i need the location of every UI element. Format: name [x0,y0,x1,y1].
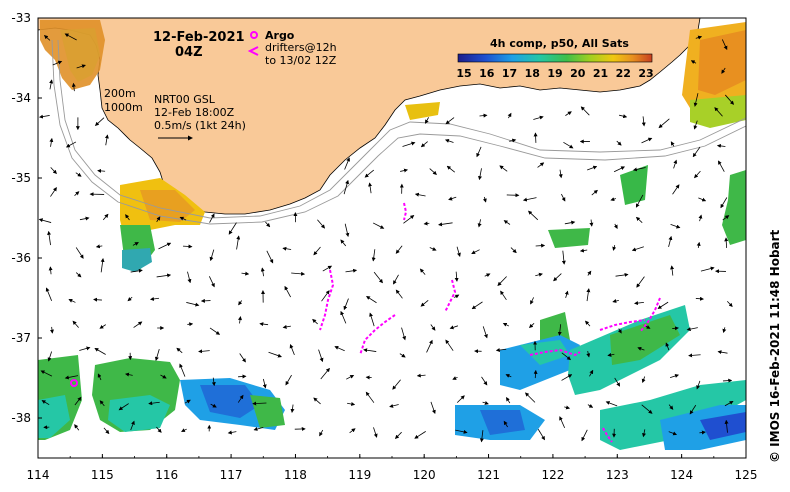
x-tick-label: 116 [155,468,178,482]
x-tick-label: 124 [670,468,693,482]
altimetry-time: 12-Feb 18:00Z [154,106,235,119]
x-tick-label: 118 [284,468,307,482]
colorbar-tick-label: 18 [525,67,540,80]
drifter-tracks [319,202,661,443]
x-tick-label: 122 [541,468,564,482]
argo-legend-icon [250,31,258,39]
colorbar-tick-label: 20 [570,67,586,80]
y-axis: -33 -34 -35 -36 -37 -38 [11,11,42,425]
y-tick-label: -35 [11,171,31,185]
map-time: 04Z [175,45,203,60]
x-tick-label: 120 [413,468,436,482]
drifter-legend-icon [247,46,259,56]
colorbar-tick-label: 19 [547,67,562,80]
x-tick-label: 119 [348,468,371,482]
colorbar-tick-label: 15 [456,67,471,80]
colorbar-title: 4h comp, p50, All Sats [490,37,629,50]
x-tick-label: 114 [27,468,50,482]
drifters-label: drifters@12h [265,41,337,54]
scale-label: 0.5m/s (1kt 24h) [154,119,246,132]
argo-float-marker [70,379,78,387]
velocity-arrows [38,33,735,443]
y-tick-label: -36 [11,251,31,265]
y-tick-label: -38 [11,411,31,425]
altimetry-product: NRT00 GSL [154,93,216,106]
drifters-to-label: to 13/02 12Z [265,54,337,67]
y-tick-label: -34 [11,91,31,105]
x-tick-label: 117 [220,468,243,482]
y-tick-label: -33 [11,11,31,25]
isobath-1000-label: 1000m [104,101,143,114]
colorbar-tick-label: 17 [502,67,517,80]
colorbar-tick-label: 22 [616,67,631,80]
x-tick-label: 125 [735,468,758,482]
credit-label: © IMOS 16-Feb-2021 11:48 Hobart [768,229,782,463]
x-tick-label: 115 [91,468,114,482]
x-tick-label: 123 [606,468,629,482]
argo-label: Argo [265,29,295,42]
x-tick-label: 121 [477,468,500,482]
colorbar [457,53,653,63]
map-date: 12-Feb-2021 [153,30,245,45]
colorbar-tick-label: 23 [638,67,653,80]
colorbar-ticks: 15 16 17 18 19 20 21 22 23 [456,67,653,80]
colorbar-tick-label: 21 [593,67,608,80]
isobath-200-label: 200m [104,87,136,100]
isobaths [51,39,746,225]
colorbar-tick-label: 16 [479,67,495,80]
land-mass [38,18,701,215]
y-tick-label: -37 [11,331,31,345]
x-axis: 114 115 116 117 118 119 120 121 122 123 124 125 [27,454,758,482]
